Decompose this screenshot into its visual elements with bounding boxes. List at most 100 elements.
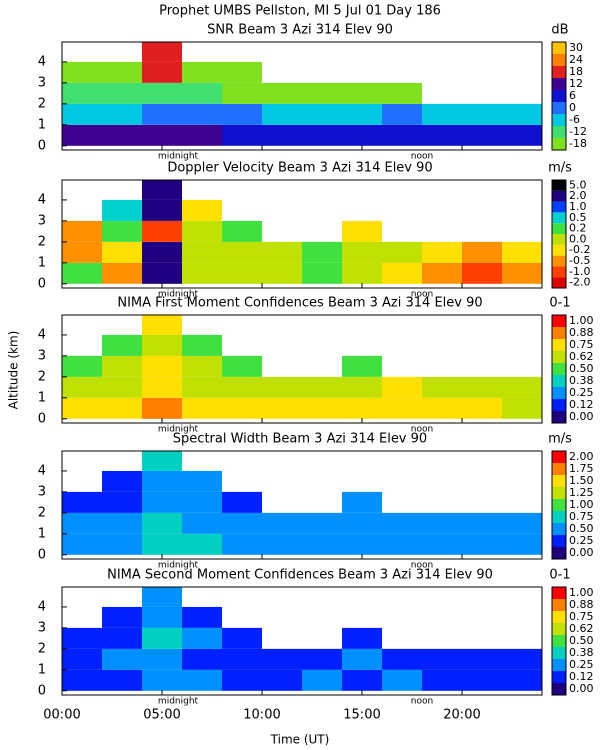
colorbar-label: -2.0 (569, 276, 590, 289)
time-annotation: midnight (158, 152, 199, 162)
y-tick-label: 1 (38, 390, 46, 405)
colorbar-label: 0.2 (569, 222, 587, 235)
heatmap-cell (262, 512, 302, 534)
heatmap-cell (102, 533, 142, 555)
y-tick-label: 4 (38, 327, 46, 342)
time-annotation: midnight (158, 425, 199, 435)
colorbar-band (552, 611, 566, 623)
heatmap-cell (342, 220, 382, 242)
heatmap-cell (342, 648, 382, 670)
heatmap-cell (102, 397, 142, 419)
colorbar-band (552, 499, 566, 511)
heatmap-cell (62, 124, 102, 146)
colorbar-label: 0.62 (569, 622, 594, 635)
colorbar-label: 0.25 (569, 658, 594, 671)
heatmap-cell (342, 124, 382, 146)
colorbar-band (552, 315, 566, 327)
colorbar-band (552, 535, 566, 547)
colorbar-label: 1.25 (569, 486, 594, 499)
heatmap-cell (62, 220, 102, 242)
heatmap-cell (102, 61, 142, 83)
colorbar-band (552, 244, 566, 256)
colorbar-band (552, 451, 566, 463)
y-tick-label: 0 (38, 411, 46, 426)
colorbar-band (552, 475, 566, 487)
heatmap-cell (462, 103, 502, 125)
heatmap-cell (222, 61, 262, 83)
heatmap-cell (182, 376, 222, 398)
heatmap-cell (62, 82, 102, 104)
colorbar-label: 0.75 (569, 610, 594, 623)
colorbar-label: 6 (569, 89, 576, 102)
colorbar-label: 0.50 (569, 634, 594, 647)
colorbar-label: -0.2 (569, 243, 590, 256)
heatmap-cell (342, 627, 382, 649)
y-tick-label: 2 (38, 369, 46, 384)
heatmap-cell (222, 82, 262, 104)
heatmap-cell (302, 669, 342, 691)
heatmap-cell (142, 451, 182, 471)
panel-title: SNR Beam 3 Azi 314 Elev 90 (207, 23, 393, 38)
heatmap-cell (182, 669, 222, 691)
colorbar-label: 0.62 (569, 350, 594, 363)
colorbar-band (552, 90, 566, 102)
heatmap-cell (142, 397, 182, 419)
colorbar-label: 0.75 (569, 510, 594, 523)
heatmap-cell (142, 315, 182, 335)
heatmap-cell (382, 103, 422, 125)
colorbar-band (552, 180, 566, 191)
heatmap-cell (422, 262, 462, 284)
colorbar-label: -6 (569, 113, 580, 126)
heatmap-cell (302, 533, 342, 555)
heatmap-cell (382, 241, 422, 263)
heatmap-cell (222, 103, 262, 125)
colorbar-band (552, 201, 566, 213)
figure-title: Prophet UMBS Pellston, MI 5 Jul 01 Day 1… (159, 4, 441, 19)
y-tick-label: 1 (38, 255, 46, 270)
colorbar-frame (551, 450, 567, 560)
heatmap-cell (462, 241, 502, 263)
heatmap-cell (462, 376, 502, 398)
heatmap-cell (342, 397, 382, 419)
time-annotation: noon (411, 561, 433, 571)
x-tick-label: 10:00 (243, 708, 280, 723)
heatmap-cell (62, 262, 102, 284)
heatmap-cell (102, 376, 142, 398)
heatmap-cell (382, 262, 422, 284)
y-tick-label: 3 (38, 348, 46, 363)
panel-title: NIMA Second Moment Confidences Beam 3 Az… (107, 568, 493, 583)
heatmap-cell (462, 397, 502, 419)
heatmap-cell (142, 533, 182, 555)
colorbar-label: 18 (569, 65, 583, 78)
y-tick-label: 3 (38, 213, 46, 228)
panel-title: Doppler Velocity Beam 3 Azi 314 Elev 90 (167, 161, 432, 176)
heatmap-cell (102, 627, 142, 649)
heatmap-cell (462, 512, 502, 534)
heatmap-cell (62, 648, 102, 670)
y-tick-label: 4 (38, 599, 46, 614)
heatmap-cell (62, 355, 102, 377)
colorbar-band (552, 212, 566, 224)
heatmap-cell (102, 199, 142, 221)
heatmap-cell (302, 397, 342, 419)
heatmap-cell (502, 669, 542, 691)
heatmap-cell (422, 512, 462, 534)
heatmap-cell (422, 124, 462, 146)
colorbar-label: 0.0 (569, 232, 587, 245)
colorbar-band (552, 266, 566, 278)
colorbar-label: 0.00 (569, 410, 594, 423)
heatmap-cell (142, 606, 182, 628)
heatmap-cell (182, 355, 222, 377)
heatmap-cell (222, 376, 262, 398)
colorbar-band (552, 114, 566, 126)
time-annotation: noon (411, 425, 433, 435)
heatmap-cell (462, 669, 502, 691)
unit-label: m/s (548, 432, 572, 447)
heatmap-cell (62, 533, 102, 555)
heatmap-cell (262, 103, 302, 125)
heatmap-cell (222, 124, 262, 146)
colorbar-label: 0.00 (569, 682, 594, 695)
colorbar-frame (551, 179, 567, 289)
colorbar-band (552, 78, 566, 90)
colorbar-label: 0.38 (569, 374, 594, 387)
